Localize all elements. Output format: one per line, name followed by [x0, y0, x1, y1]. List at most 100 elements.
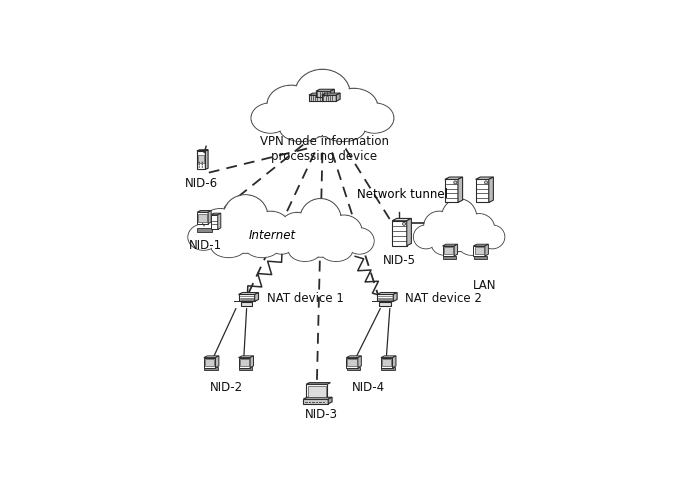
Ellipse shape — [320, 238, 352, 261]
Polygon shape — [322, 93, 340, 95]
Text: NID-1: NID-1 — [188, 239, 222, 252]
Ellipse shape — [419, 212, 499, 258]
Ellipse shape — [245, 235, 279, 257]
Polygon shape — [241, 302, 252, 306]
Polygon shape — [198, 212, 208, 224]
Polygon shape — [211, 213, 221, 215]
Ellipse shape — [414, 225, 438, 248]
Ellipse shape — [441, 199, 477, 237]
Polygon shape — [197, 151, 205, 170]
Ellipse shape — [267, 86, 315, 124]
Ellipse shape — [292, 225, 349, 257]
Ellipse shape — [345, 228, 374, 254]
Ellipse shape — [195, 210, 296, 260]
Polygon shape — [198, 228, 212, 232]
Polygon shape — [205, 150, 208, 170]
Bar — [316, 400, 318, 402]
Polygon shape — [328, 398, 332, 404]
Ellipse shape — [279, 115, 324, 141]
Polygon shape — [218, 213, 221, 230]
Text: NAT device 1: NAT device 1 — [267, 292, 344, 305]
Polygon shape — [443, 244, 457, 246]
Ellipse shape — [252, 104, 289, 132]
Ellipse shape — [223, 194, 267, 237]
Bar — [306, 400, 308, 402]
Bar — [313, 400, 315, 402]
Ellipse shape — [459, 235, 486, 255]
Polygon shape — [238, 358, 250, 368]
Polygon shape — [306, 384, 327, 399]
Ellipse shape — [458, 234, 486, 256]
Polygon shape — [445, 180, 458, 203]
Ellipse shape — [272, 224, 302, 250]
Ellipse shape — [289, 238, 321, 261]
Polygon shape — [211, 215, 218, 230]
Circle shape — [198, 166, 200, 168]
Polygon shape — [346, 367, 360, 370]
Ellipse shape — [202, 209, 239, 242]
Polygon shape — [458, 177, 463, 203]
Circle shape — [198, 162, 200, 163]
Ellipse shape — [267, 228, 296, 254]
Polygon shape — [473, 256, 487, 258]
Polygon shape — [304, 398, 332, 399]
Ellipse shape — [435, 223, 483, 251]
Polygon shape — [377, 294, 394, 302]
Bar — [309, 400, 311, 402]
Ellipse shape — [356, 104, 393, 132]
Ellipse shape — [442, 200, 476, 236]
Polygon shape — [309, 93, 327, 95]
Text: NID-5: NID-5 — [383, 254, 416, 266]
Polygon shape — [204, 358, 216, 368]
Ellipse shape — [299, 198, 341, 241]
Ellipse shape — [216, 222, 275, 253]
Ellipse shape — [326, 215, 362, 248]
Polygon shape — [444, 248, 453, 254]
Polygon shape — [208, 210, 211, 224]
Polygon shape — [407, 218, 412, 246]
Ellipse shape — [326, 216, 362, 247]
Polygon shape — [346, 358, 358, 368]
Polygon shape — [255, 292, 258, 302]
Polygon shape — [347, 359, 357, 366]
Ellipse shape — [355, 103, 394, 133]
Polygon shape — [306, 382, 331, 384]
Bar — [323, 400, 325, 402]
Text: NID-2: NID-2 — [209, 380, 243, 394]
Ellipse shape — [300, 199, 341, 240]
Bar — [319, 400, 322, 402]
Polygon shape — [198, 214, 207, 222]
Polygon shape — [473, 244, 489, 246]
Ellipse shape — [322, 116, 365, 141]
Circle shape — [202, 164, 203, 166]
Polygon shape — [238, 356, 254, 358]
Ellipse shape — [424, 212, 454, 242]
Text: NID-4: NID-4 — [352, 380, 385, 394]
Ellipse shape — [284, 100, 360, 136]
Text: Network tunnel: Network tunnel — [357, 188, 448, 201]
Ellipse shape — [295, 70, 349, 117]
Ellipse shape — [272, 224, 303, 250]
Polygon shape — [473, 246, 485, 256]
Polygon shape — [475, 180, 489, 203]
Circle shape — [454, 181, 457, 184]
Ellipse shape — [260, 87, 385, 144]
Polygon shape — [445, 177, 463, 180]
Ellipse shape — [464, 214, 495, 243]
Ellipse shape — [251, 212, 290, 244]
Polygon shape — [475, 177, 493, 180]
Text: NID-3: NID-3 — [305, 408, 338, 420]
Ellipse shape — [435, 222, 484, 252]
Ellipse shape — [330, 89, 377, 125]
Polygon shape — [443, 246, 454, 256]
Polygon shape — [204, 367, 218, 370]
Ellipse shape — [211, 234, 247, 258]
Polygon shape — [309, 95, 324, 101]
Polygon shape — [324, 93, 327, 101]
Polygon shape — [392, 218, 412, 220]
Ellipse shape — [288, 238, 322, 262]
Polygon shape — [454, 244, 457, 256]
Ellipse shape — [321, 115, 365, 141]
Ellipse shape — [345, 228, 374, 254]
Ellipse shape — [464, 214, 494, 242]
